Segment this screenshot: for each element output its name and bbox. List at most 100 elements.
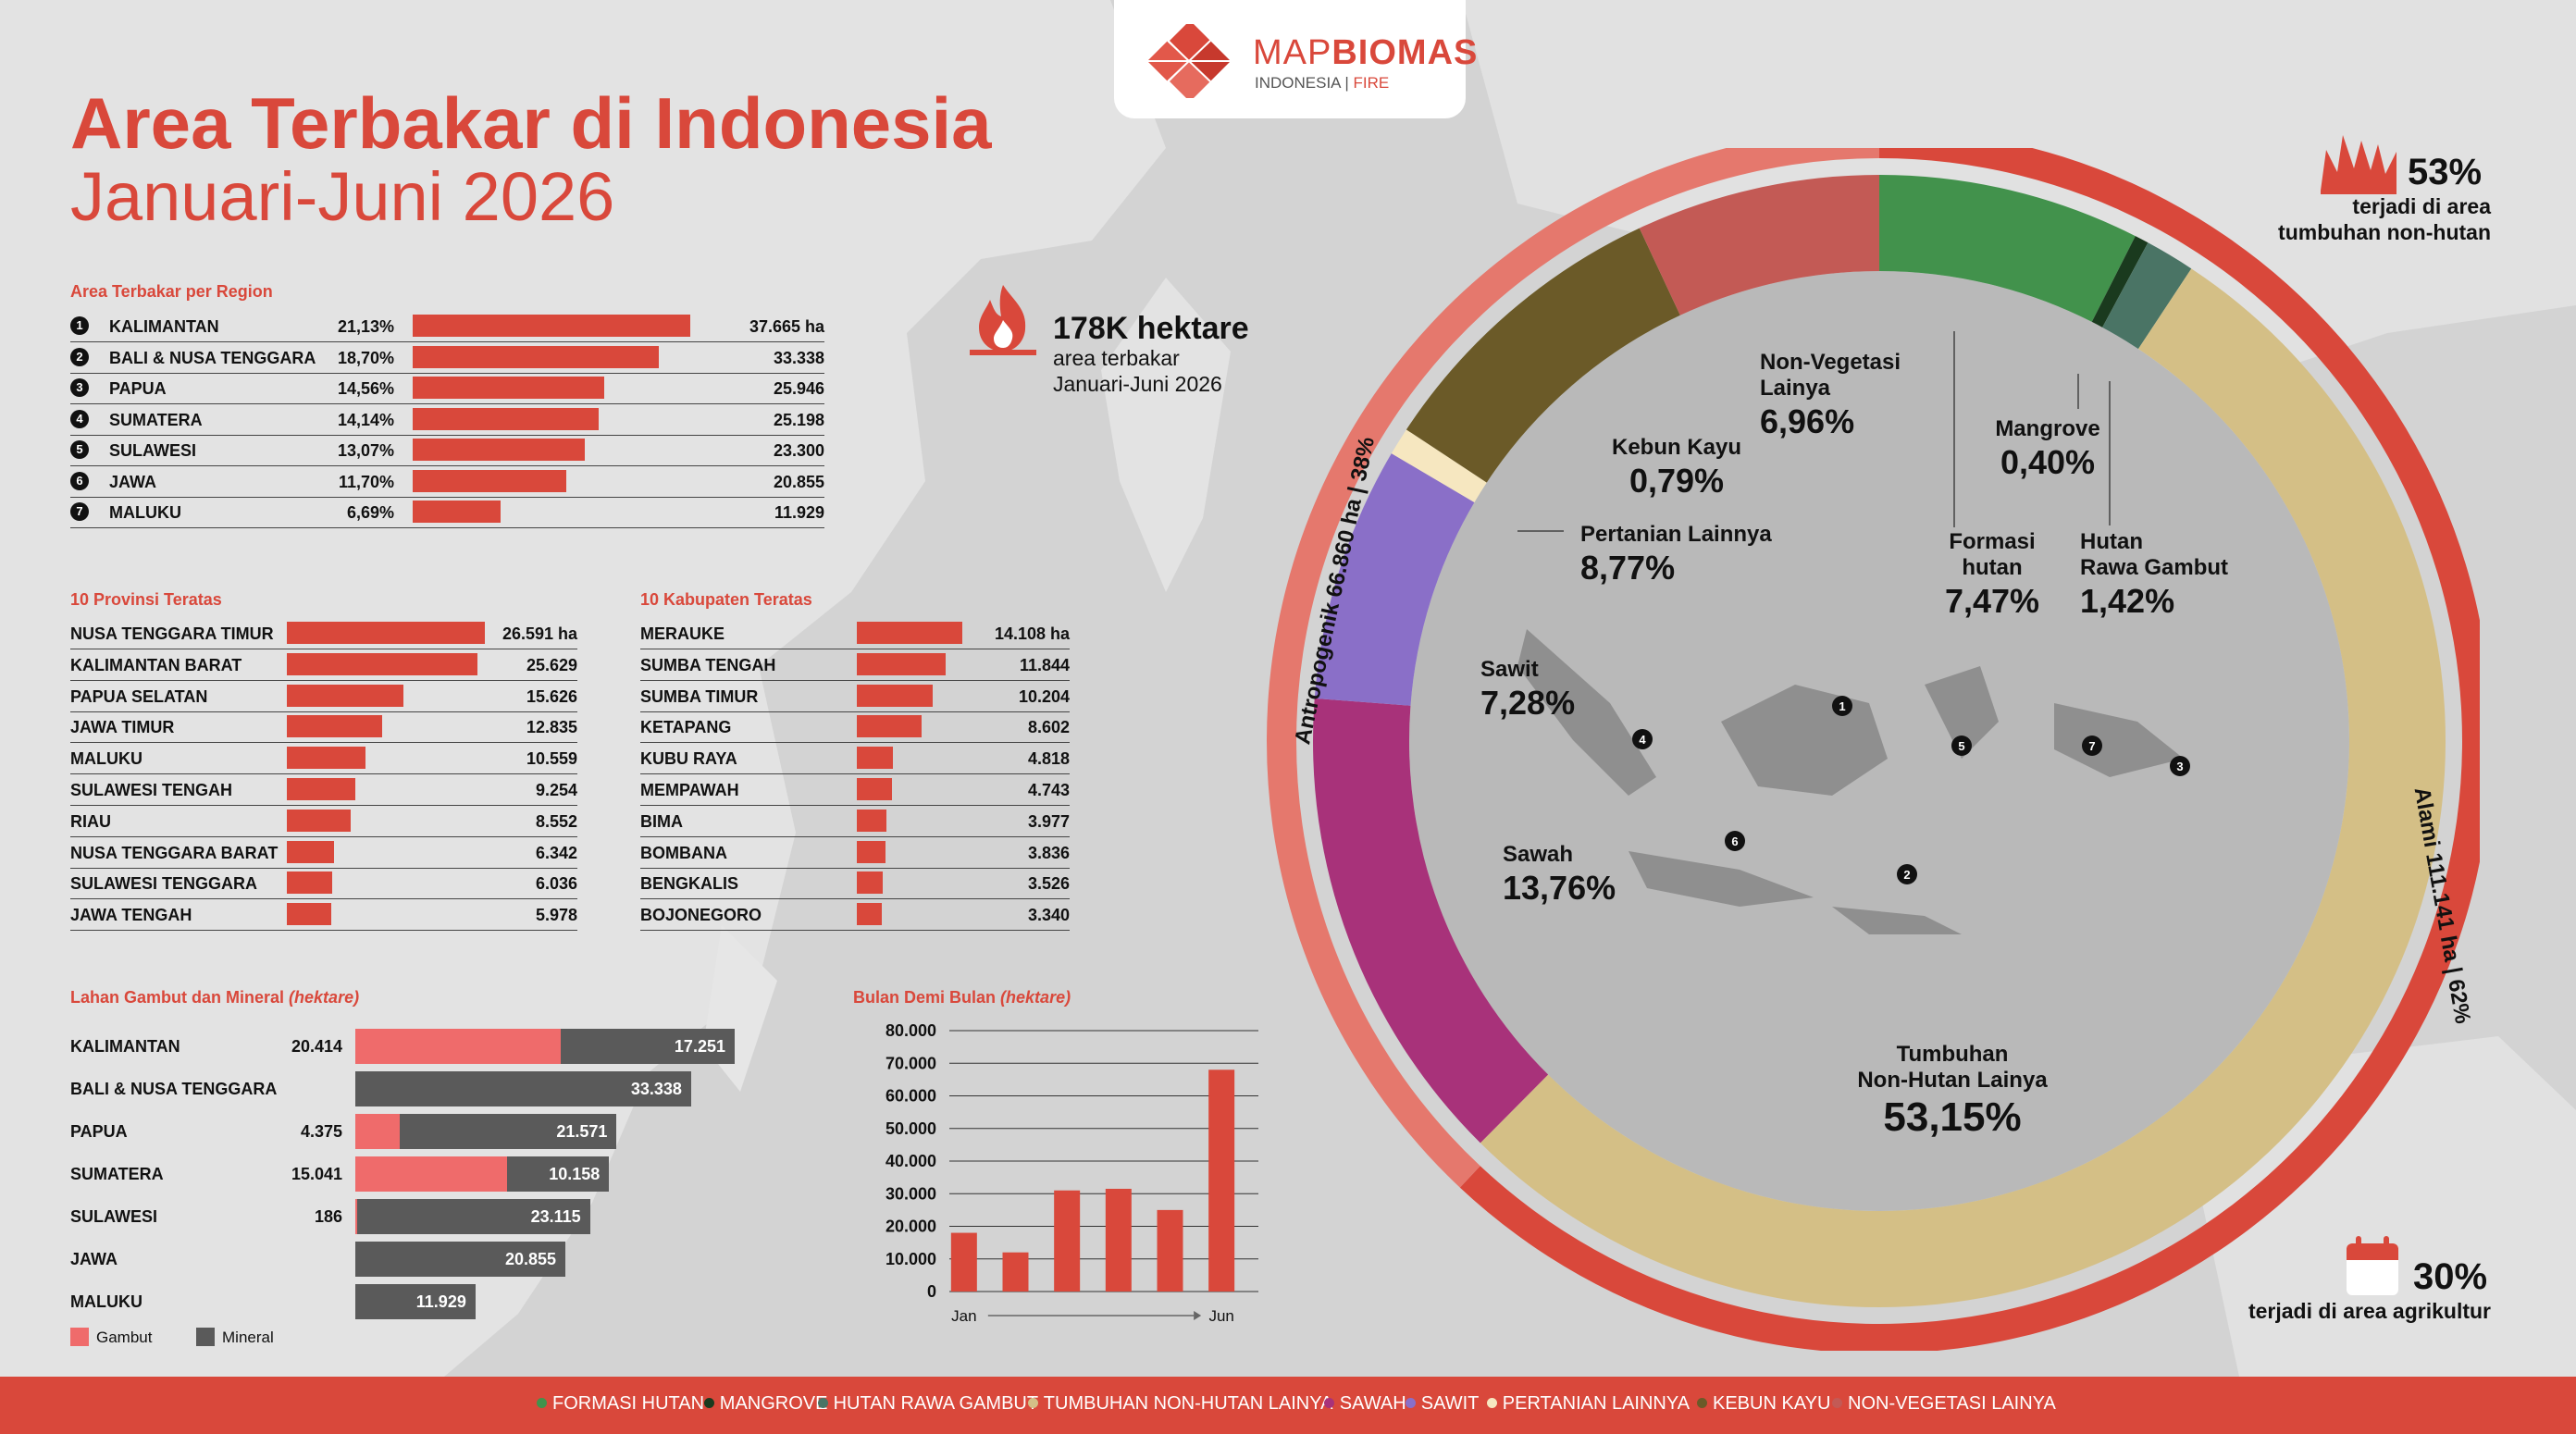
mineral-value: 23.115 bbox=[530, 1207, 581, 1226]
top-list-bar bbox=[287, 840, 335, 863]
outer-ring-alami bbox=[1459, 148, 2480, 1351]
top-list-value: 4.818 bbox=[1027, 749, 1070, 769]
footer-legend-label: SAWIT bbox=[1420, 1393, 1480, 1414]
donut-label-name: Kebun Kayu bbox=[1612, 435, 1742, 460]
monthly-chart-title: Bulan Demi Bulan (hektare) bbox=[853, 988, 1071, 1007]
footer-legend-item: NON-VEGETASI LAINYA bbox=[1832, 1393, 2056, 1415]
region-row: 7 MALUKU 6,69% 11.929 bbox=[70, 497, 824, 528]
logo-subtitle: INDONESIA | FIRE bbox=[1255, 74, 1390, 92]
footer-legend-label: TUMBUHAN NON-HUTAN LAINYA bbox=[1043, 1393, 1333, 1414]
region-marker bbox=[2082, 736, 2102, 756]
province-chart-title: 10 Provinsi Teratas bbox=[70, 590, 222, 609]
region-marker bbox=[2170, 756, 2190, 776]
footer-legend-dot bbox=[1323, 1398, 1334, 1408]
top-list-value: 26.591 ha bbox=[502, 624, 577, 643]
donut-label: Mangrove 0,40% bbox=[1978, 416, 2117, 483]
logo-mark-icon bbox=[1147, 24, 1231, 98]
y-tick-label: 80.000 bbox=[886, 1021, 936, 1040]
top-list-bar bbox=[287, 809, 351, 832]
top-list-name: NUSA TENGGARA TIMUR bbox=[70, 624, 274, 643]
gambut-bar bbox=[355, 1114, 400, 1149]
total-area-sub2: Januari-Juni 2026 bbox=[1053, 372, 1222, 396]
footer-legend: FORMASI HUTAN MANGROVE HUTAN RAWA GAMBUT TU… bbox=[0, 1377, 2576, 1434]
top-list-value: 8.602 bbox=[1027, 718, 1070, 737]
donut-label-name: Sawit bbox=[1480, 657, 1539, 682]
footer-legend-item: KEBUN KAYU bbox=[1697, 1393, 1830, 1415]
island-shape bbox=[1629, 851, 1814, 907]
donut-label-pct: 7,47% bbox=[1944, 582, 2040, 620]
island-shape bbox=[1517, 629, 1656, 796]
donut-label-pct: 0,40% bbox=[2000, 443, 2096, 481]
donut-label: Pertanian Lainnya 8,77% bbox=[1580, 522, 1772, 588]
top-list-bar bbox=[857, 747, 893, 770]
top-list-name: MALUKU bbox=[70, 749, 142, 769]
donut-label-name: Non-Hutan Lainya bbox=[1857, 1068, 2048, 1093]
donut-slice bbox=[1391, 429, 1487, 502]
top-list-name: SULAWESI TENGGARA bbox=[70, 874, 258, 894]
donut-label-pct: 7,28% bbox=[1480, 684, 1576, 722]
agri-sub: terjadi di area agrikultur bbox=[2248, 1299, 2491, 1323]
region-row: 3 PAPUA 14,56% 25.946 bbox=[70, 373, 824, 404]
top-list-value: 6.036 bbox=[535, 874, 577, 894]
top-list-bar bbox=[857, 809, 887, 832]
donut-label-pct: 8,77% bbox=[1580, 549, 1676, 587]
region-rank-badge: 2 bbox=[70, 347, 89, 366]
top-list-name: RIAU bbox=[70, 811, 111, 831]
region-rank-badge: 4 bbox=[70, 409, 89, 428]
region-percent: 14,56% bbox=[337, 379, 394, 398]
top-list-value: 5.978 bbox=[535, 906, 577, 925]
top-list-name: BOMBANA bbox=[640, 843, 727, 862]
monthly-bar bbox=[1208, 1069, 1235, 1292]
peat-mineral-category: MALUKU bbox=[70, 1292, 142, 1311]
top-list-name: SUMBA TENGAH bbox=[640, 655, 776, 674]
footer-legend-dot bbox=[1405, 1398, 1416, 1408]
region-marker bbox=[1832, 696, 1852, 716]
top-list-value: 9.254 bbox=[535, 781, 577, 799]
x-label-first: Jan bbox=[951, 1307, 976, 1325]
mineral-bar bbox=[355, 1071, 691, 1106]
legend-gambut-swatch bbox=[70, 1328, 89, 1346]
x-arrow-head bbox=[1194, 1311, 1202, 1320]
region-value: 33.338 bbox=[773, 348, 824, 367]
monthly-bar bbox=[950, 1232, 977, 1292]
footer-legend-dot bbox=[817, 1398, 828, 1408]
top-list-name: MERAUKE bbox=[640, 624, 725, 643]
donut-label: Sawah 13,76% bbox=[1503, 842, 1616, 909]
footer-legend-item: SAWIT bbox=[1405, 1393, 1480, 1415]
footer-legend-label: PERTANIAN LAINNYA bbox=[1502, 1393, 1690, 1414]
gambut-bar bbox=[355, 1156, 507, 1192]
top-list-bar bbox=[287, 872, 332, 895]
peat-mineral-category: SULAWESI bbox=[70, 1207, 158, 1226]
region-rank-badge: 6 bbox=[70, 471, 89, 490]
top-list-row: BOJONEGORO 3.340 bbox=[640, 899, 1070, 932]
mineral-value: 33.338 bbox=[630, 1080, 682, 1098]
top-list-name: KETAPANG bbox=[640, 718, 732, 737]
top-list-value: 12.835 bbox=[526, 718, 577, 737]
mineral-bar bbox=[357, 1199, 590, 1234]
donut-label-name: Tumbuhan bbox=[1896, 1042, 2009, 1067]
nonforest-pct: 53% bbox=[2408, 152, 2483, 192]
top-list-value: 3.340 bbox=[1027, 906, 1070, 925]
peat-mineral-category: KALIMANTAN bbox=[70, 1037, 180, 1056]
region-row: 4 SUMATERA 14,14% 25.198 bbox=[70, 404, 824, 436]
top-list-value: 4.743 bbox=[1027, 781, 1070, 799]
peat-mineral-category: PAPUA bbox=[70, 1122, 128, 1141]
top-list-bar bbox=[857, 715, 922, 738]
top-list-value: 10.204 bbox=[1018, 686, 1070, 706]
top-list-name: KALIMANTAN BARAT bbox=[70, 655, 242, 674]
top-list-value: 3.836 bbox=[1027, 843, 1070, 862]
monthly-bar bbox=[1054, 1190, 1081, 1292]
footer-legend-label: FORMASI HUTAN bbox=[552, 1393, 705, 1414]
donut-label: Formasi hutan 7,47% bbox=[1904, 529, 2080, 622]
agri-pct: 30% bbox=[2413, 1256, 2488, 1297]
footer-legend-item: HUTAN RAWA GAMBUT bbox=[817, 1393, 1038, 1415]
footer-legend-label: NON-VEGETASI LAINYA bbox=[1848, 1393, 2056, 1414]
top-list-bar bbox=[287, 778, 356, 800]
peat-mineral-category: SUMATERA bbox=[70, 1165, 164, 1183]
mineral-bar bbox=[506, 1156, 610, 1192]
region-marker-number: 1 bbox=[1839, 699, 1845, 713]
y-tick-label: 20.000 bbox=[886, 1218, 936, 1236]
region-name: PAPUA bbox=[109, 379, 167, 398]
region-row: 6 JAWA 11,70% 20.855 bbox=[70, 466, 824, 498]
top-list-row: KUBU RAYA 4.818 bbox=[640, 743, 1070, 775]
